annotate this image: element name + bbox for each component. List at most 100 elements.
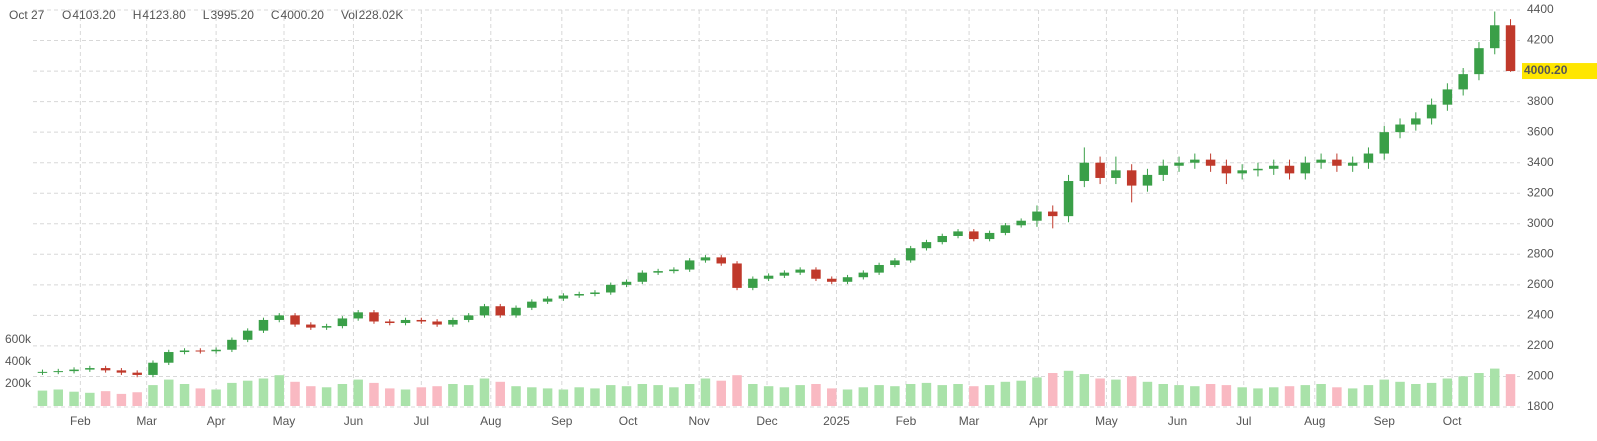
volume-bar	[337, 384, 348, 406]
x-tick-label: Nov	[688, 414, 709, 428]
x-tick-label: Mar	[136, 414, 157, 428]
volume-bar	[258, 378, 269, 406]
candle-body	[653, 271, 663, 273]
volume-bar	[1205, 384, 1216, 406]
volume-bar	[1126, 376, 1137, 406]
candle-body	[1079, 162, 1090, 182]
volume-bar	[1300, 385, 1311, 406]
volume-bar	[590, 388, 600, 406]
volume-bar	[574, 387, 584, 406]
volume-bar	[606, 385, 616, 406]
volume-bar	[1379, 379, 1389, 406]
candle-body	[637, 272, 648, 282]
candle-body	[1174, 162, 1184, 166]
x-tick-label: Feb	[70, 414, 91, 428]
candle-body	[337, 318, 348, 327]
candle-body	[100, 368, 111, 371]
volume-bar	[385, 388, 395, 406]
volume-bar	[511, 386, 521, 406]
volume-bar	[811, 384, 821, 406]
volume-bar	[179, 384, 190, 406]
x-tick-label: Aug	[1304, 414, 1325, 428]
candle-body	[953, 231, 963, 236]
candle-body	[874, 264, 884, 273]
volume-bar	[1095, 378, 1105, 406]
candle-body	[684, 260, 695, 270]
volume-bar	[416, 387, 427, 406]
x-tick-label: Jul	[1236, 414, 1251, 428]
last-price-label: 4000.20	[1524, 63, 1568, 77]
volume-bar	[621, 386, 632, 406]
candle-body	[732, 263, 742, 288]
candle-body	[321, 326, 332, 328]
volume-bar	[969, 386, 979, 406]
volume-bar	[432, 386, 442, 406]
volume-bar	[779, 387, 790, 406]
header-label: L	[203, 8, 210, 22]
volume-bar	[1221, 385, 1232, 406]
y-tick-label: 2800	[1527, 246, 1554, 260]
volume-bar	[763, 386, 774, 406]
header-value: 228.02K	[359, 8, 404, 22]
candle-body	[1190, 159, 1200, 163]
candle-body	[1142, 174, 1153, 186]
volume-bar	[1426, 382, 1437, 406]
volume-bar	[1284, 386, 1295, 406]
volume-bar	[1269, 387, 1279, 406]
candle-body	[179, 350, 190, 353]
candle-body	[211, 349, 221, 352]
candle-body	[606, 284, 616, 293]
volume-bar	[116, 393, 127, 406]
candle-body	[242, 330, 253, 340]
y-tick-label: 3400	[1527, 155, 1554, 169]
y-tick-label: 2000	[1527, 369, 1554, 383]
volume-bar	[227, 382, 237, 406]
volume-bar	[874, 385, 884, 406]
volume-bar	[274, 375, 284, 406]
volume-bar	[1490, 368, 1500, 406]
volume-bar	[637, 384, 648, 406]
candle-body	[1395, 124, 1405, 133]
volume-bar	[306, 386, 316, 406]
volume-bar	[164, 379, 174, 406]
x-tick-label: May	[273, 414, 296, 428]
candle-body	[1032, 211, 1042, 221]
candle-body	[1205, 159, 1216, 166]
volume-tick-label: 400k	[5, 354, 32, 368]
candle-body	[1095, 162, 1105, 178]
candle-body	[1505, 25, 1516, 72]
x-tick-label: Dec	[756, 414, 777, 428]
header-date: Oct 27	[9, 8, 45, 22]
volume-bar	[1048, 373, 1058, 406]
candle-body	[827, 278, 837, 282]
candle-body	[669, 269, 679, 272]
volume-bar	[716, 380, 726, 406]
volume-bar	[242, 380, 253, 406]
volume-bar	[369, 382, 379, 406]
candle-body	[1474, 48, 1484, 75]
volume-bar	[1411, 384, 1421, 406]
candle-body	[527, 301, 537, 308]
volume-bar	[463, 385, 474, 406]
candle-body	[716, 257, 726, 264]
volume-bar	[1032, 377, 1042, 406]
candle-body	[416, 319, 427, 322]
candle-body	[921, 242, 932, 249]
candle-body	[258, 319, 269, 331]
volume-bar	[1158, 384, 1168, 406]
volume-bar	[53, 389, 63, 406]
candle-body	[274, 315, 284, 320]
x-tick-label: Apr	[1029, 414, 1048, 428]
candle-body	[463, 315, 474, 320]
candle-body	[1048, 211, 1058, 217]
candle-body	[1284, 165, 1295, 174]
candle-body	[290, 315, 300, 325]
y-tick-label: 3600	[1527, 124, 1554, 138]
candle-body	[1063, 181, 1074, 217]
x-tick-label: 2025	[823, 414, 850, 428]
volume-bar	[132, 392, 142, 406]
volume-bar	[1474, 373, 1484, 406]
volume-bar	[732, 375, 742, 406]
x-tick-label: Aug	[480, 414, 501, 428]
